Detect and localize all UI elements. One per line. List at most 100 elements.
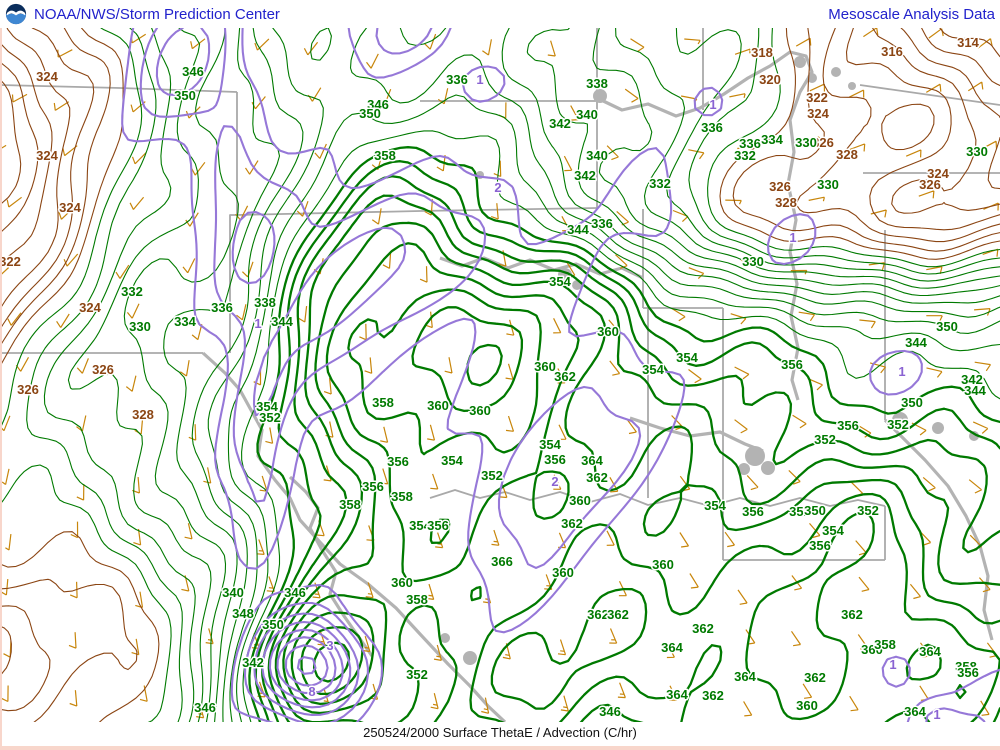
page-edge-bottom bbox=[0, 746, 1000, 750]
contour-label: 360 bbox=[796, 698, 818, 713]
contour-label: 322 bbox=[0, 254, 21, 269]
mesoanalysis-map: 3223243243243243263263283183203223243263… bbox=[0, 28, 1000, 722]
contour-label: 324 bbox=[36, 69, 58, 84]
contour-label: 366 bbox=[491, 554, 513, 569]
contour-label: 356 bbox=[362, 479, 384, 494]
contour-label: 1 bbox=[254, 316, 261, 331]
contour-label: 324 bbox=[807, 106, 829, 121]
contour-label: 362 bbox=[607, 607, 629, 622]
advection-contours bbox=[121, 28, 1000, 722]
contour-label: 364 bbox=[919, 644, 941, 659]
contour-label: 348 bbox=[232, 606, 254, 621]
contour-label: 350 bbox=[174, 88, 196, 103]
contour-label: 328 bbox=[132, 407, 154, 422]
contour-label: 354 bbox=[822, 523, 844, 538]
contour-label: 360 bbox=[652, 557, 674, 572]
contour-label: 352 bbox=[481, 468, 503, 483]
contour-label: 352 bbox=[259, 410, 281, 425]
contour-label: 318 bbox=[751, 45, 773, 60]
contour-label: 336 bbox=[701, 120, 723, 135]
contour-label: 356 bbox=[544, 452, 566, 467]
city-areas bbox=[440, 56, 979, 665]
contour-label: 336 bbox=[591, 216, 613, 231]
contour-label: 356 bbox=[781, 357, 803, 372]
contour-label: 350 bbox=[901, 395, 923, 410]
contour-label: 354 bbox=[704, 498, 726, 513]
contour-label: 344 bbox=[271, 314, 293, 329]
header-title[interactable]: NOAA/NWS/Storm Prediction Center bbox=[34, 5, 280, 23]
contour-label: 1 bbox=[933, 707, 940, 722]
contour-label: 352 bbox=[857, 503, 879, 518]
contour-label: 354 bbox=[549, 274, 571, 289]
contour-label: 336 bbox=[739, 136, 761, 151]
contour-label: 332 bbox=[649, 176, 671, 191]
contour-label: 328 bbox=[836, 147, 858, 162]
contour-label: 346 bbox=[367, 97, 389, 112]
contour-label: 330 bbox=[817, 177, 839, 192]
contour-label: 320 bbox=[759, 72, 781, 87]
contour-label: 334 bbox=[174, 314, 196, 329]
contour-label: 342 bbox=[549, 116, 571, 131]
contour-label: 340 bbox=[576, 107, 598, 122]
contour-label: 354 bbox=[539, 437, 561, 452]
contour-label: 362 bbox=[692, 621, 714, 636]
contour-label: 326 bbox=[812, 135, 834, 150]
contour-label: 344 bbox=[905, 335, 927, 350]
contour-label: 350 bbox=[359, 106, 381, 121]
contour-label: 326 bbox=[92, 362, 114, 377]
contour-label: 328 bbox=[775, 195, 797, 210]
contour-label: 346 bbox=[182, 64, 204, 79]
contour-label: 336 bbox=[211, 300, 233, 315]
contour-label: 364 bbox=[734, 669, 756, 684]
contour-label: 342 bbox=[961, 372, 983, 387]
contour-label: 326 bbox=[919, 177, 941, 192]
contour-label: 342 bbox=[574, 168, 596, 183]
contour-label: 358 bbox=[339, 497, 361, 512]
contour-label: 362 bbox=[586, 470, 608, 485]
contour-label: 358 bbox=[874, 637, 896, 652]
contour-label: 352 bbox=[887, 417, 909, 432]
contour-label: 332 bbox=[121, 284, 143, 299]
contour-label: 342 bbox=[242, 655, 264, 670]
contour-label: 356 bbox=[387, 454, 409, 469]
contour-label: 362 bbox=[804, 670, 826, 685]
contour-label: 1 bbox=[709, 97, 716, 112]
contour-label: 358 bbox=[406, 592, 428, 607]
theta-e-contours bbox=[0, 28, 1000, 722]
contour-label: 336 bbox=[446, 72, 468, 87]
contour-label: 356 bbox=[809, 538, 831, 553]
contour-label: 346 bbox=[284, 585, 306, 600]
contour-label: 1 bbox=[789, 230, 796, 245]
contour-label: 362 bbox=[554, 369, 576, 384]
contour-label: 352 bbox=[814, 432, 836, 447]
contour-label: 2 bbox=[494, 180, 501, 195]
map-caption: 250524/2000 Surface ThetaE / Advection (… bbox=[0, 722, 1000, 746]
contour-label: 358 bbox=[391, 489, 413, 504]
contour-label: 360 bbox=[861, 642, 883, 657]
contour-label: 1 bbox=[476, 72, 483, 87]
header-subtitle: Mesoscale Analysis Data bbox=[828, 5, 995, 23]
contour-label: 352 bbox=[789, 504, 811, 519]
contour-label: 360 bbox=[427, 398, 449, 413]
contour-label: 338 bbox=[254, 295, 276, 310]
contour-label: 330 bbox=[966, 144, 988, 159]
contour-label: 362 bbox=[587, 607, 609, 622]
contour-label: 354 bbox=[642, 362, 664, 377]
contour-label: 344 bbox=[567, 222, 589, 237]
contour-label: 354 bbox=[409, 518, 431, 533]
contour-label: 314 bbox=[957, 35, 979, 50]
contour-label: 352 bbox=[406, 667, 428, 682]
contour-label: 322 bbox=[806, 90, 828, 105]
contour-label: 354 bbox=[256, 399, 278, 414]
contour-label: 324 bbox=[59, 200, 81, 215]
contour-label: 340 bbox=[222, 585, 244, 600]
contour-label: 358 bbox=[374, 148, 396, 163]
contour-label: 324 bbox=[36, 148, 58, 163]
noaa-logo[interactable] bbox=[5, 3, 27, 25]
contour-label: 360 bbox=[597, 324, 619, 339]
contour-label: 324 bbox=[79, 300, 101, 315]
contour-label: 358 bbox=[372, 395, 394, 410]
contour-label: 350 bbox=[262, 617, 284, 632]
contour-label: 364 bbox=[581, 453, 603, 468]
contour-label: 330 bbox=[795, 135, 817, 150]
